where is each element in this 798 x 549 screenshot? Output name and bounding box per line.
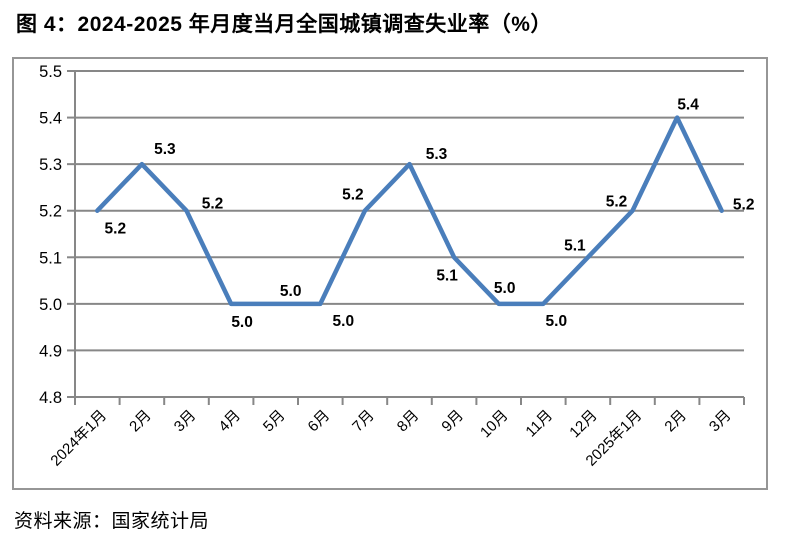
x-axis-label: 2月 [661, 407, 690, 436]
chart-area: 4.8 4.9 5.0 5.1 5.2 5.3 5.4 5.5 5.2 5.3 5.2 5.0 5.0 5… [12, 57, 768, 490]
y-axis-label: 5.5 [39, 63, 62, 81]
x-axis-label: 10月 [477, 407, 511, 441]
x-axis-label: 11月 [522, 407, 556, 441]
data-point-label: 5.1 [436, 267, 458, 284]
x-axis-label: 4月 [215, 407, 244, 436]
x-axis-label: 2月 [126, 407, 155, 436]
x-axis-label: 3月 [706, 407, 735, 436]
data-point-label: 5.0 [546, 313, 568, 330]
y-axis-label: 4.9 [39, 342, 62, 360]
y-axis-label: 5.1 [39, 249, 62, 267]
data-line [95, 115, 724, 307]
data-point-label: 5.0 [494, 280, 516, 297]
data-point-label: 5.1 [564, 237, 586, 254]
line-chart: 4.8 4.9 5.0 5.1 5.2 5.3 5.4 5.5 5.2 5.3 5.2 5.0 5.0 5… [39, 63, 755, 470]
x-axis-label: 5月 [260, 407, 289, 436]
source-note: 资料来源：国家统计局 [14, 511, 210, 532]
data-point-label: 5.4 [677, 97, 699, 114]
data-point-label: 5.2 [342, 187, 364, 204]
data-point-label: 5.0 [280, 283, 302, 300]
data-point-label: 5.2 [105, 221, 127, 238]
x-axis-label: 2024年1月 [47, 407, 110, 470]
y-axis-label: 5.0 [39, 296, 62, 314]
data-point-label: 5.2 [202, 196, 224, 213]
data-point-label: 5.3 [426, 146, 448, 163]
x-axis-label: 3月 [171, 407, 200, 436]
x-axis-label: 9月 [438, 407, 467, 436]
y-axis-label: 5.2 [39, 203, 62, 221]
figure-title: 图 4：2024-2025 年月度当月全国城镇调查失业率（%） [16, 13, 552, 36]
x-axis-label: 6月 [305, 407, 334, 436]
data-point-label: 5.0 [333, 313, 355, 330]
data-point-label: 5.3 [154, 141, 176, 158]
y-axis-label: 4.8 [39, 389, 62, 407]
data-point-label: 5.0 [231, 314, 253, 331]
y-axis-label: 5.4 [39, 110, 62, 128]
y-axis-label: 5.3 [39, 156, 62, 174]
x-axis-label: 8月 [394, 407, 423, 436]
data-point-label: 5.2 [733, 197, 755, 214]
x-axis-label: 7月 [349, 407, 378, 436]
x-axis-label: 12月 [566, 407, 600, 441]
data-point-label: 5.2 [606, 194, 628, 211]
